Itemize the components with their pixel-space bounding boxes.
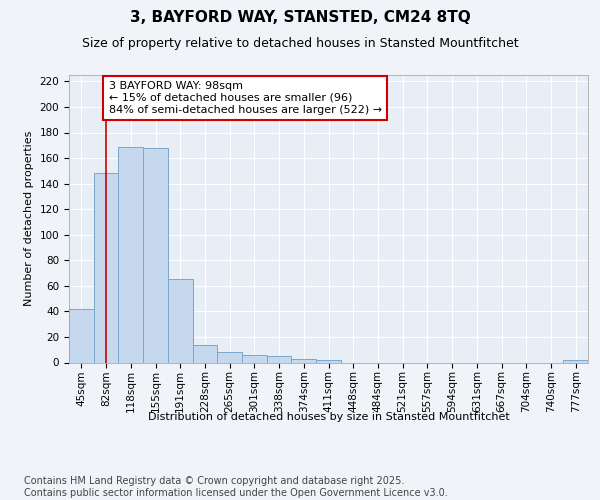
Text: 3 BAYFORD WAY: 98sqm
← 15% of detached houses are smaller (96)
84% of semi-detac: 3 BAYFORD WAY: 98sqm ← 15% of detached h…: [109, 82, 382, 114]
Bar: [168, 280, 193, 362]
Bar: [267, 356, 292, 362]
Bar: [242, 355, 267, 362]
Bar: [193, 344, 217, 362]
Text: 3, BAYFORD WAY, STANSTED, CM24 8TQ: 3, BAYFORD WAY, STANSTED, CM24 8TQ: [130, 10, 470, 25]
Text: Distribution of detached houses by size in Stansted Mountfitchet: Distribution of detached houses by size …: [148, 412, 509, 422]
Bar: [292, 358, 316, 362]
Text: Size of property relative to detached houses in Stansted Mountfitchet: Size of property relative to detached ho…: [82, 38, 518, 51]
Y-axis label: Number of detached properties: Number of detached properties: [24, 131, 34, 306]
Text: Contains HM Land Registry data © Crown copyright and database right 2025.
Contai: Contains HM Land Registry data © Crown c…: [24, 476, 448, 498]
Bar: [94, 174, 118, 362]
Bar: [217, 352, 242, 362]
Bar: [316, 360, 341, 362]
Bar: [143, 148, 168, 362]
Bar: [69, 309, 94, 362]
Bar: [118, 146, 143, 362]
Bar: [563, 360, 588, 362]
